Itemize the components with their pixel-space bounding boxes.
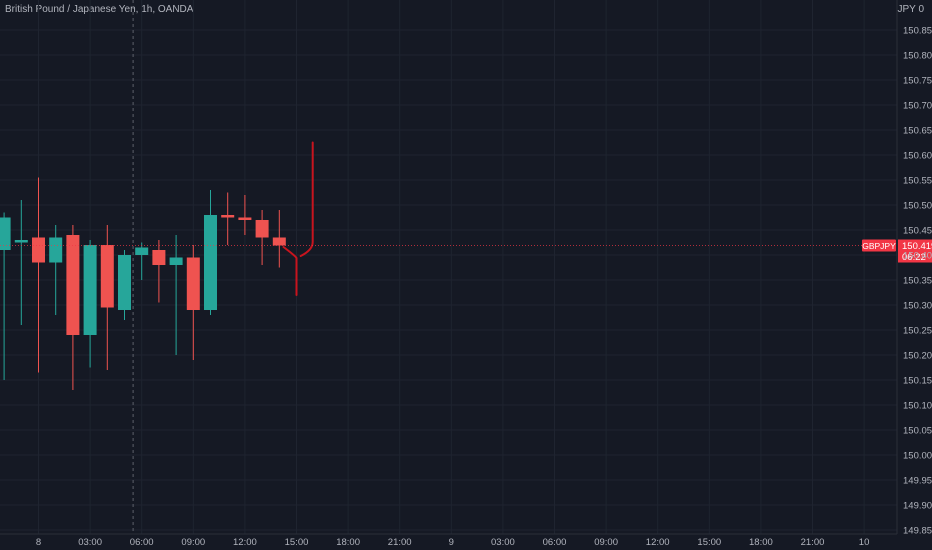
- y-tick-label: 149.850: [903, 526, 932, 537]
- candle-up: [14, 200, 28, 325]
- y-tick-label: 150.400: [903, 251, 932, 262]
- candle-body: [272, 237, 286, 246]
- x-tick-label: 06:00: [543, 537, 567, 548]
- x-tick-label: 06:00: [130, 537, 154, 548]
- x-tick-label: 15:00: [285, 537, 309, 548]
- y-tick-label: 150.700: [903, 101, 932, 112]
- candle-up: [0, 212, 11, 380]
- candle-body: [135, 247, 149, 255]
- drawn-arrow: [282, 141, 314, 296]
- y-tick-label: 150.350: [903, 276, 932, 287]
- candle-body: [118, 255, 131, 310]
- candle-down: [272, 210, 286, 268]
- y-tick-label: 150.800: [903, 51, 932, 62]
- x-tick-label: 8: [36, 537, 41, 548]
- y-tick-label: 150.300: [903, 301, 932, 312]
- x-tick-label: 21:00: [388, 537, 412, 548]
- y-tick-label: 150.650: [903, 126, 932, 137]
- symbol-tag-label: GBPJPY: [862, 241, 896, 251]
- candle-down: [66, 225, 80, 390]
- candle-body: [83, 245, 97, 335]
- candle-body: [152, 250, 166, 265]
- y-tick-label: 149.950: [903, 476, 932, 487]
- x-tick-label: 15:00: [697, 537, 721, 548]
- currency-label: JPY 0: [897, 4, 925, 15]
- candle-up: [118, 250, 131, 320]
- candle-down: [255, 210, 269, 265]
- y-tick-label: 150.150: [903, 376, 932, 387]
- candle-down: [238, 195, 252, 235]
- chart-title: British Pound / Japanese Yen, 1h, OANDA: [5, 4, 194, 15]
- x-tick-label: 21:00: [801, 537, 825, 548]
- y-tick-label: 150.600: [903, 151, 932, 162]
- y-tick-label: 150.850: [903, 26, 932, 37]
- y-tick-label: 149.900: [903, 501, 932, 512]
- x-tick-label: 10: [859, 537, 870, 548]
- candle-body: [255, 220, 269, 238]
- candle-body: [186, 257, 200, 310]
- candle-body: [49, 237, 63, 263]
- candle-down: [186, 245, 200, 360]
- candle-down: [32, 177, 45, 373]
- last-price-badge: [898, 239, 932, 263]
- x-tick-label: 03:00: [78, 537, 102, 548]
- candle-up: [49, 225, 63, 315]
- y-tick-label: 150.250: [903, 326, 932, 337]
- y-tick-label: 150.000: [903, 451, 932, 462]
- grid: [0, 0, 897, 534]
- candle-up: [83, 240, 97, 368]
- candle-up: [135, 242, 149, 280]
- projection-arrow: [282, 141, 314, 296]
- x-tick-label: 09:00: [594, 537, 618, 548]
- countdown-value: 06:22: [902, 252, 926, 263]
- last-price-value: 150.419: [902, 241, 932, 252]
- candle-down: [100, 225, 114, 370]
- candle-body: [204, 215, 217, 310]
- y-tick-label: 150.550: [903, 176, 932, 187]
- y-tick-label: 150.500: [903, 201, 932, 212]
- candles: [0, 177, 286, 390]
- y-tick-label: 150.750: [903, 76, 932, 87]
- candle-up: [169, 235, 183, 355]
- candle-body: [14, 240, 28, 243]
- candle-body: [100, 245, 114, 308]
- candle-body: [221, 215, 235, 218]
- last-price-line: GBPJPY 150.41906:22: [0, 239, 932, 263]
- x-tick-label: 18:00: [336, 537, 360, 548]
- candle-body: [0, 217, 11, 250]
- candle-body: [169, 257, 183, 265]
- x-tick-label: 12:00: [646, 537, 670, 548]
- candle-down: [221, 192, 235, 245]
- candle-body: [238, 217, 252, 220]
- y-tick-label: 150.450: [903, 226, 932, 237]
- x-tick-label: 12:00: [233, 537, 257, 548]
- candle-body: [66, 235, 80, 335]
- candle-up: [204, 190, 217, 315]
- symbol-tag: [862, 239, 896, 252]
- candle-down: [152, 240, 166, 303]
- candle-body: [32, 237, 45, 263]
- y-tick-label: 150.050: [903, 426, 932, 437]
- x-tick-label: 18:00: [749, 537, 773, 548]
- x-tick-label: 9: [449, 537, 454, 548]
- x-tick-label: 09:00: [181, 537, 205, 548]
- y-tick-label: 150.100: [903, 401, 932, 412]
- y-tick-label: 150.200: [903, 351, 932, 362]
- x-tick-label: 03:00: [491, 537, 515, 548]
